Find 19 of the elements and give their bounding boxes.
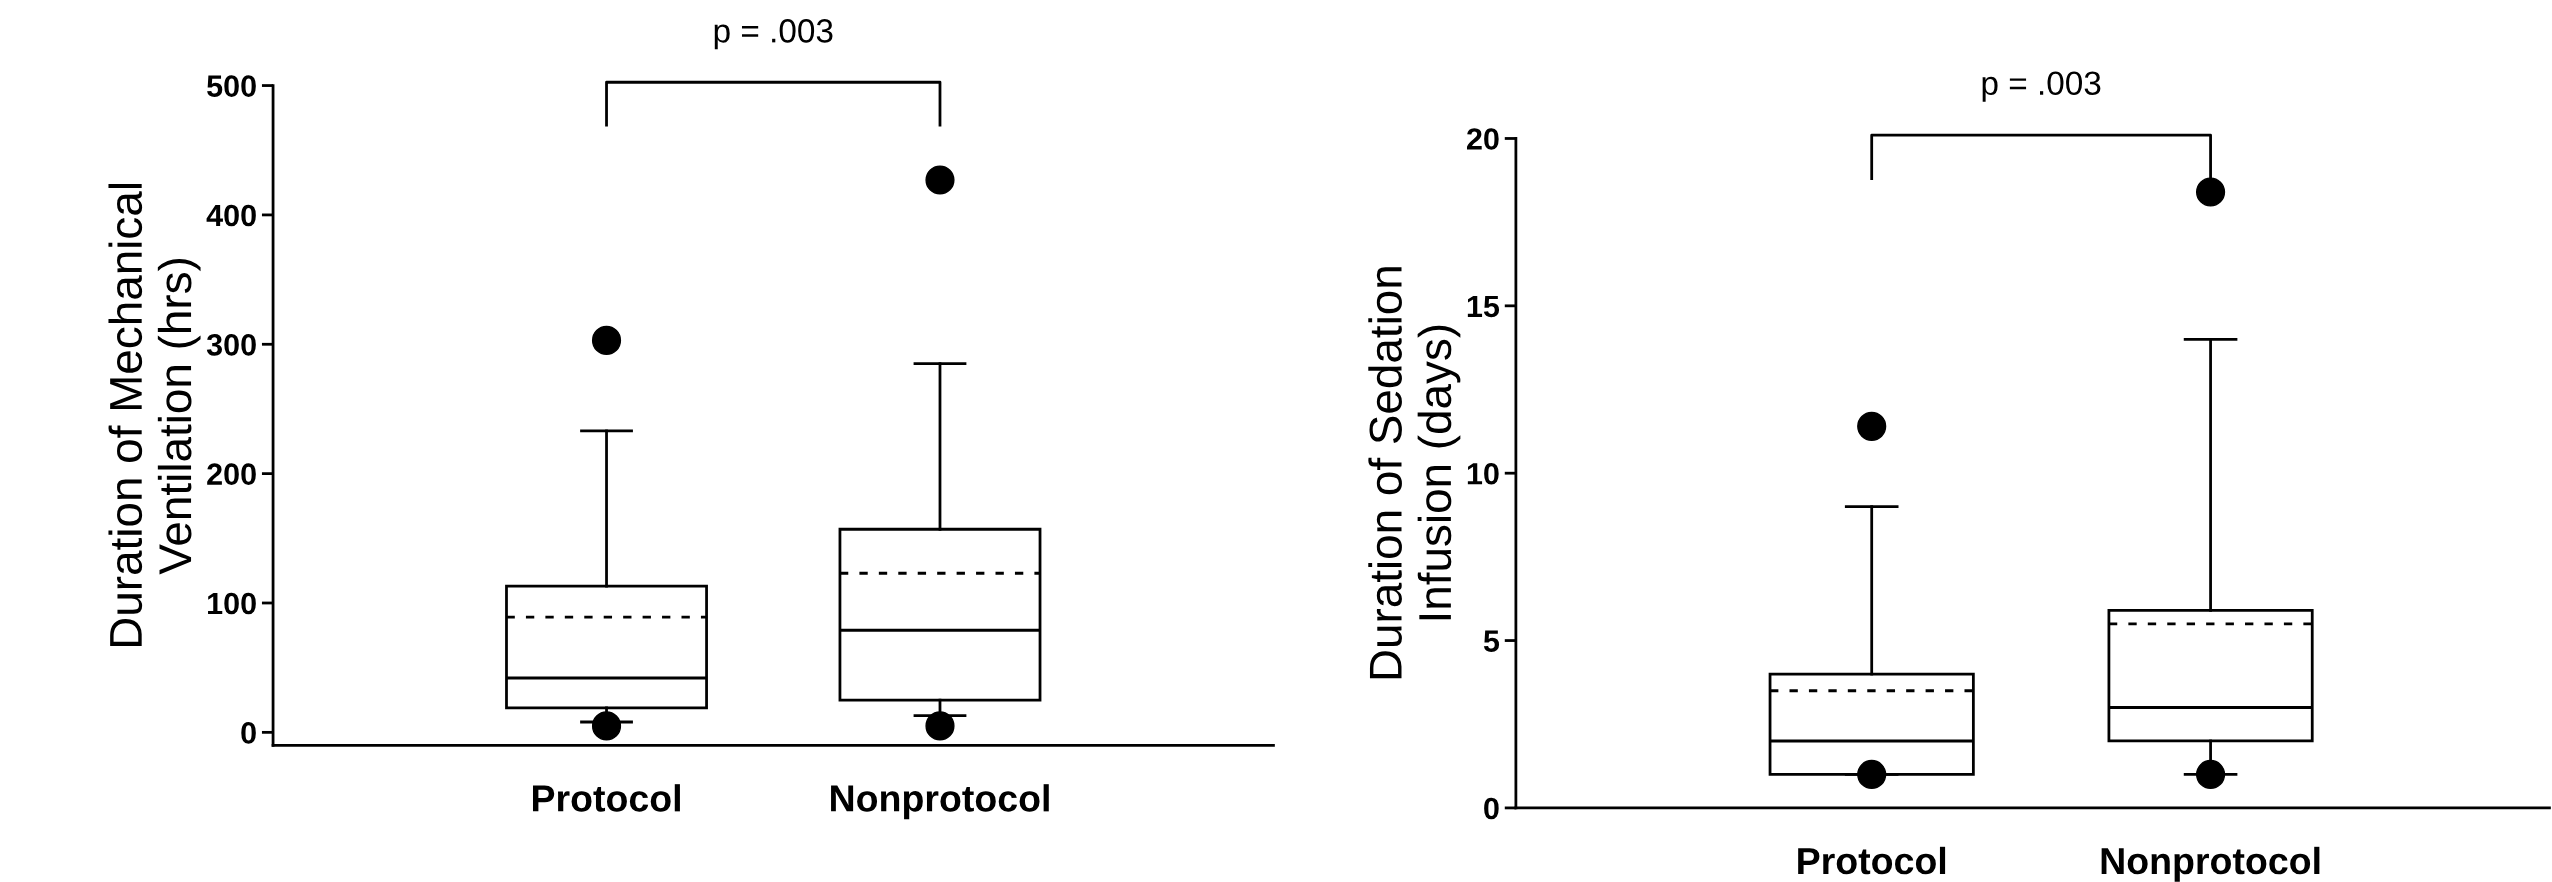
x-tick-label: Nonprotocol [831, 784, 1049, 820]
y-tick-label: 200 [207, 463, 256, 486]
x-tick-label: Protocol [1798, 846, 1946, 875]
y-axis-title: Duration of Mechanical Ventilation (hrs) [108, 184, 201, 647]
y-tick-label: 500 [207, 75, 256, 97]
y-tick-label: 15 [1467, 295, 1500, 318]
y-axis-title: Duration of Sedation Infusion (days) [1368, 267, 1461, 679]
text: p = .003 [1982, 71, 2101, 102]
y-tick-label: 10 [1467, 462, 1499, 485]
y-tick-label: 0 [1484, 797, 1499, 820]
y-tick-label: 100 [208, 592, 256, 615]
y-tick-label: 300 [206, 334, 256, 356]
y-tick-label: 400 [206, 204, 256, 227]
text: p = .003 [714, 19, 833, 50]
x-tick-label: Nonprotocol [2101, 846, 2320, 882]
y-tick-label: 5 [1483, 630, 1500, 652]
x-tick-label: Protocol [532, 784, 680, 812]
y-tick-label: 0 [241, 722, 256, 744]
y-tick-label: 20 [1466, 128, 1499, 150]
